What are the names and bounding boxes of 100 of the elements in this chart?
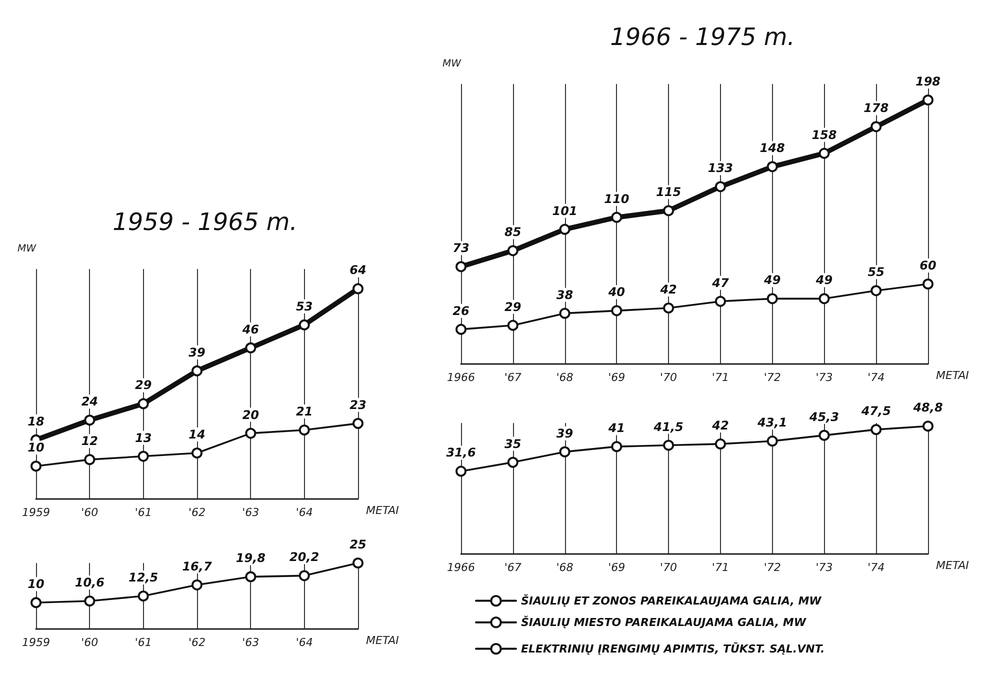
- point: [192, 579, 202, 590]
- data-label: 35: [504, 436, 522, 451]
- x-tick-label: '64: [296, 506, 313, 519]
- x-tick-label: '63: [242, 636, 260, 649]
- data-label: 24: [81, 394, 98, 409]
- data-label: 19,8: [236, 551, 266, 566]
- data-label: 12: [81, 434, 98, 448]
- x-tick-label: '67: [504, 371, 522, 384]
- point: [84, 596, 96, 607]
- data-label: 39: [188, 345, 206, 360]
- data-label: 10,6: [74, 576, 104, 590]
- point: [870, 121, 882, 132]
- data-label: 41,5: [652, 420, 684, 434]
- chart-title: 1966 - 1975 m.: [610, 23, 795, 51]
- point: [611, 441, 622, 452]
- x-tick-label: '74: [868, 371, 885, 384]
- data-label: 53: [296, 299, 313, 314]
- x-tick-label: '70: [660, 561, 678, 574]
- point: [138, 590, 149, 602]
- x-tick-label: '62: [188, 636, 206, 649]
- point: [352, 283, 364, 294]
- x-tick-label: '71: [712, 561, 729, 574]
- legend-label: ŠIAULIŲ MIESTO PAREIKALAUJAMA GALIA, MW: [521, 614, 807, 629]
- point: [138, 450, 149, 462]
- data-label: 12,5: [128, 570, 158, 584]
- point: [30, 460, 42, 472]
- legend-label: ELEKTRINIŲ ĮRENGIMŲ APIMTIS, TŪKST. SĄL.VNT.: [521, 641, 825, 656]
- x-tick-label: '70: [660, 371, 678, 384]
- x-tick-label: '72: [764, 561, 781, 574]
- point: [138, 398, 149, 410]
- x-tick-label: '67: [504, 561, 522, 574]
- data-label: 48,8: [912, 400, 943, 415]
- data-label: 60: [920, 258, 936, 272]
- data-label: 20,2: [290, 550, 320, 564]
- data-label: 115: [656, 185, 682, 200]
- data-label: 49: [762, 273, 781, 288]
- data-label: 38: [556, 288, 574, 302]
- point: [352, 558, 364, 568]
- data-label: 14: [188, 428, 206, 442]
- data-label: 45,3: [808, 410, 840, 424]
- x-tick-label: '60: [81, 506, 98, 519]
- point: [818, 293, 830, 304]
- point: [298, 570, 310, 582]
- data-label: 101: [552, 204, 578, 218]
- data-label: 49: [814, 273, 833, 288]
- x-tick-label: '64: [296, 636, 313, 649]
- point: [714, 438, 726, 450]
- x-axis-title: METAI: [936, 559, 969, 572]
- x-tick-label: '73: [816, 371, 833, 384]
- point: [30, 597, 42, 608]
- point: [507, 456, 518, 468]
- y-axis-title: MW: [442, 58, 462, 70]
- x-axis-title: METAI: [936, 369, 969, 382]
- x-tick-label: 1959: [22, 506, 50, 519]
- x-tick-label: '68: [556, 561, 574, 574]
- point: [766, 161, 778, 172]
- point: [766, 436, 778, 447]
- x-tick-label: '61: [134, 506, 152, 519]
- data-label: 20: [242, 408, 260, 422]
- point: [714, 181, 726, 192]
- point: [663, 205, 674, 216]
- point: [766, 293, 778, 304]
- x-tick-label: '69: [608, 561, 626, 574]
- data-label: 10: [28, 440, 44, 455]
- point: [352, 418, 364, 429]
- data-label: 110: [604, 192, 630, 206]
- data-label: 64: [350, 263, 366, 278]
- data-label: 47,5: [860, 404, 891, 418]
- x-tick-label: '60: [81, 636, 98, 649]
- x-tick-label: '71: [712, 371, 729, 384]
- point: [870, 285, 882, 296]
- point: [559, 308, 570, 319]
- point: [507, 320, 518, 331]
- data-label: 18: [28, 414, 44, 428]
- data-label: 85: [504, 225, 522, 240]
- data-label: 43,1: [756, 416, 788, 430]
- x-tick-label: '62: [188, 506, 206, 519]
- x-axis-title: METAI: [366, 634, 399, 647]
- data-label: 47: [711, 276, 730, 290]
- x-tick-label: 1966: [447, 371, 475, 384]
- data-label: 10: [28, 577, 44, 592]
- data-label: 148: [760, 141, 785, 156]
- data-label: 23: [350, 398, 366, 412]
- data-label: 42: [659, 282, 677, 296]
- data-label: 158: [812, 128, 837, 142]
- point: [611, 305, 622, 316]
- x-tick-label: 1959: [22, 636, 50, 649]
- point: [714, 296, 726, 307]
- point: [192, 448, 202, 458]
- chart-title: 1959 - 1965 m.: [112, 208, 298, 236]
- point: [559, 446, 570, 458]
- point: [245, 342, 256, 354]
- data-label: 21: [296, 404, 313, 418]
- data-label: 29: [134, 378, 152, 392]
- point: [298, 319, 310, 330]
- point: [84, 454, 96, 466]
- x-tick-label: 1966: [447, 561, 475, 574]
- point: [559, 224, 570, 235]
- x-tick-label: '73: [816, 561, 833, 574]
- point: [245, 428, 256, 439]
